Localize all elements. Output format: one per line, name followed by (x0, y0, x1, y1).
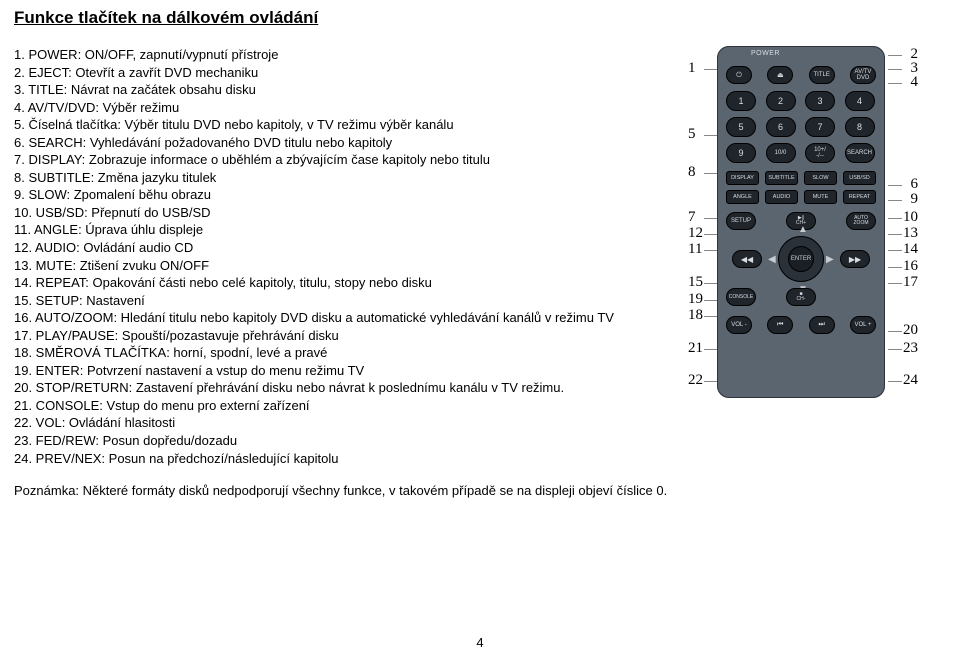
top-button-3: AV/TV DVD (850, 66, 876, 84)
func-button-usb/sd: USB/SD (843, 171, 876, 185)
rew-button: ◀◀ (732, 250, 762, 268)
setup-button: SETUP (726, 212, 756, 230)
num-button-5: 5 (726, 117, 756, 137)
function-item: 3. TITLE: Návrat na začátek obsahu disku (14, 81, 646, 99)
func-button-repeat: REPEAT (843, 190, 876, 204)
next-button: ⏭ (809, 316, 835, 334)
prev-button: ⏮ (767, 316, 793, 334)
pointer-label-right: 9 (911, 191, 919, 208)
page-title: Funkce tlačítek na dálkovém ovládání (14, 8, 946, 28)
pointer-label-right: 20 (903, 322, 918, 339)
remote-body: POWER ⏻ ⏏ TITLE AV/TV DVD 1234 5678 9 10/0 10+/… (717, 46, 885, 398)
num-button-10/0: 10/0 (766, 143, 796, 163)
pointer-label-right: 10 (903, 209, 918, 226)
function-item: 5. Číselná tlačítka: Výběr titulu DVD ne… (14, 116, 646, 134)
pointer-label-right: 17 (903, 274, 918, 291)
pointer-label-left: 19 (688, 291, 703, 308)
pointer-label-right: 23 (903, 340, 918, 357)
pointer-label-left: 11 (688, 241, 702, 258)
stop-ch-dn-button: ■CH- (786, 288, 816, 306)
pointer-label-right: 4 (911, 74, 919, 91)
num-button-1: 1 (726, 91, 756, 111)
num-button-6: 6 (766, 117, 796, 137)
function-item: 6. SEARCH: Vyhledávání požadovaného DVD … (14, 134, 646, 152)
function-item: 7. DISPLAY: Zobrazuje informace o uběhlé… (14, 151, 646, 169)
func-button-subtitle: SUBTITLE (765, 171, 798, 185)
function-item: 16. AUTO/ZOOM: Hledání titulu nebo kapit… (14, 309, 646, 327)
num-button-10+/ -/--: 10+/ -/-- (805, 143, 835, 163)
pointer-label-left: 21 (688, 340, 703, 357)
power-label: POWER (751, 50, 780, 57)
num-button-9: 9 (726, 143, 756, 163)
pointer-label-left: 22 (688, 372, 703, 389)
console-button: CONSOLE (726, 288, 756, 306)
func-button-angle: ANGLE (726, 190, 759, 204)
vol-down-button: VOL - (726, 316, 752, 334)
func-button-mute: MUTE (804, 190, 837, 204)
pointer-label-right: 24 (903, 372, 918, 389)
function-list: 1. POWER: ON/OFF, zapnutí/vypnutí přístr… (14, 46, 646, 467)
vol-up-button: VOL + (850, 316, 876, 334)
pointer-label-left: 5 (688, 126, 696, 143)
function-item: 10. USB/SD: Přepnutí do USB/SD (14, 204, 646, 222)
pointer-label-left: 18 (688, 307, 703, 324)
function-item: 12. AUDIO: Ovládání audio CD (14, 239, 646, 257)
pointer-label-left: 12 (688, 225, 703, 242)
function-item: 17. PLAY/PAUSE: Spouští/pozastavuje přeh… (14, 327, 646, 345)
num-button-2: 2 (766, 91, 796, 111)
func-button-slow: SLOW (804, 171, 837, 185)
function-item: 11. ANGLE: Úprava úhlu displeje (14, 221, 646, 239)
enter-button: ENTER (788, 246, 814, 272)
function-item: 24. PREV/NEX: Posun na předchozí/následu… (14, 450, 646, 468)
func-button-display: DISPLAY (726, 171, 759, 185)
function-item: 20. STOP/RETURN: Zastavení přehrávání di… (14, 379, 646, 397)
pointer-label-right: 14 (903, 241, 918, 258)
function-item: 22. VOL: Ovládání hlasitosti (14, 414, 646, 432)
function-item: 21. CONSOLE: Vstup do menu pro externí z… (14, 397, 646, 415)
pointer-label-right: 13 (903, 225, 918, 242)
pointer-label-left: 15 (688, 274, 703, 291)
footnote: Poznámka: Některé formáty disků nedpodpo… (14, 483, 946, 498)
function-item: 18. SMĚROVÁ TLAČÍTKA: horní, spodní, lev… (14, 344, 646, 362)
pointer-label-left: 1 (688, 60, 696, 77)
num-button-8: 8 (845, 117, 875, 137)
function-item: 23. FED/REW: Posun dopředu/dozadu (14, 432, 646, 450)
function-item: 8. SUBTITLE: Změna jazyku titulek (14, 169, 646, 187)
function-item: 1. POWER: ON/OFF, zapnutí/vypnutí přístr… (14, 46, 646, 64)
function-item: 19. ENTER: Potvrzení nastavení a vstup d… (14, 362, 646, 380)
main-content: 1. POWER: ON/OFF, zapnutí/vypnutí přístr… (14, 46, 946, 467)
num-button-4: 4 (845, 91, 875, 111)
function-item: 9. SLOW: Zpomalení běhu obrazu (14, 186, 646, 204)
page-number: 4 (476, 635, 483, 650)
ffwd-button: ▶▶ (840, 250, 870, 268)
top-button-1: ⏏ (767, 66, 793, 84)
function-item: 13. MUTE: Ztišení zvuku ON/OFF (14, 257, 646, 275)
function-item: 15. SETUP: Nastavení (14, 292, 646, 310)
nav-ring: ENTER (778, 236, 824, 282)
function-item: 14. REPEAT: Opakování části nebo celé ka… (14, 274, 646, 292)
function-item: 2. EJECT: Otevřít a zavřít DVD mechaniku (14, 64, 646, 82)
func-button-audio: AUDIO (765, 190, 798, 204)
autozoom-button: AUTOZOOM (846, 212, 876, 230)
top-button-0: ⏻ (726, 66, 752, 84)
pointer-label-left: 7 (688, 209, 696, 226)
pointer-label-right: 16 (903, 258, 918, 275)
pointer-label-left: 8 (688, 164, 696, 181)
num-button-SEARCH: SEARCH (845, 143, 875, 163)
function-item: 4. AV/TV/DVD: Výběr režimu (14, 99, 646, 117)
num-button-7: 7 (805, 117, 835, 137)
num-button-3: 3 (805, 91, 835, 111)
top-button-2: TITLE (809, 66, 835, 84)
remote-diagram: 158712111519182122234691013141617202324 … (656, 46, 946, 467)
